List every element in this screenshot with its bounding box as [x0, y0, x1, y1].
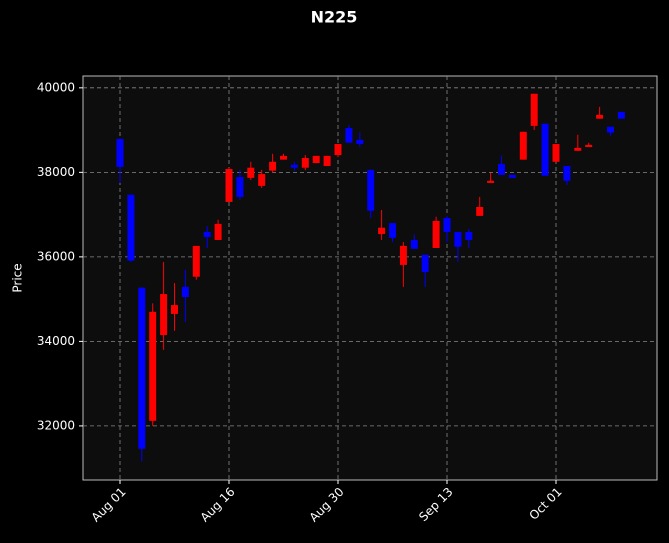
plot-area: [82, 75, 658, 481]
chart-title: N225: [311, 8, 358, 27]
candle-body: [596, 114, 604, 119]
candle-body: [541, 123, 549, 176]
candle-body: [498, 163, 505, 175]
candle-body: [280, 155, 287, 160]
candle-body: [192, 245, 200, 277]
y-tick-label: 40000: [37, 80, 75, 94]
candle-body: [574, 147, 582, 151]
candle-body: [476, 207, 484, 216]
candle-body: [389, 223, 396, 238]
candle-body: [149, 311, 157, 421]
candle-body: [225, 168, 233, 202]
candle-body: [617, 111, 625, 119]
y-axis-label: Price: [11, 263, 25, 292]
y-tick-label: 36000: [37, 249, 75, 263]
candle-body: [356, 139, 364, 145]
candle-body: [508, 174, 516, 178]
candle-body: [378, 227, 386, 235]
candle-body: [563, 166, 571, 181]
candle-body: [138, 287, 146, 449]
candle-body: [181, 286, 189, 298]
candle-body: [323, 155, 331, 167]
candle-body: [269, 161, 277, 171]
candle-body: [203, 231, 211, 238]
y-tick-label: 34000: [37, 334, 75, 348]
candle-body: [487, 180, 495, 183]
candle-body: [236, 177, 244, 197]
candle-body: [367, 169, 375, 211]
candle-body: [410, 239, 418, 249]
candle-body: [258, 174, 266, 186]
candle-body: [519, 131, 527, 160]
candle-body: [247, 167, 255, 178]
candle-body: [607, 126, 614, 133]
candle-body: [345, 127, 353, 143]
candle-body: [530, 93, 538, 126]
candle-body: [585, 144, 593, 147]
candle-body: [399, 245, 407, 265]
candle-body: [301, 157, 309, 168]
candle-body: [421, 254, 429, 273]
candle-body: [465, 231, 473, 240]
y-tick-label: 32000: [37, 418, 75, 432]
candle-body: [454, 231, 462, 247]
candle-body: [552, 144, 560, 162]
candle-body: [127, 194, 135, 261]
candle-body: [312, 155, 320, 164]
candle-body: [290, 164, 298, 168]
candle-body: [171, 305, 178, 314]
candle-body: [432, 220, 440, 248]
candle-body: [160, 294, 168, 336]
candle-body: [214, 223, 222, 240]
candle-body: [116, 138, 124, 167]
y-tick-label: 38000: [37, 165, 75, 179]
candle-body: [443, 217, 451, 232]
candle-body: [334, 144, 342, 156]
